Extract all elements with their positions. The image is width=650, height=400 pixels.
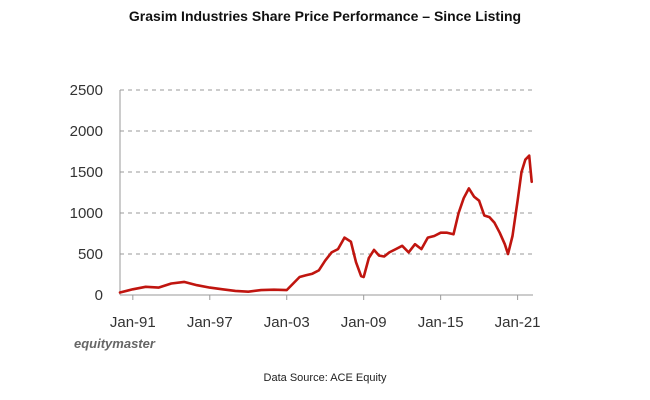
- x-tick-label-Jan-91: Jan-91: [110, 314, 156, 331]
- equitymaster-logo: equitymaster: [74, 336, 155, 351]
- x-tick-label-Jan-15: Jan-15: [418, 314, 464, 331]
- y-tick-label-1000: 1000: [70, 205, 103, 222]
- y-tick-label-2500: 2500: [70, 82, 103, 99]
- x-tick-label-Jan-03: Jan-03: [264, 314, 310, 331]
- y-tick-label-0: 0: [95, 287, 103, 304]
- x-tick-label-Jan-21: Jan-21: [495, 314, 541, 331]
- series-line-0: [118, 154, 534, 294]
- data-source-note: Data Source: ACE Equity: [263, 372, 387, 384]
- y-tick-label-1500: 1500: [70, 164, 103, 181]
- x-tick-label-Jan-97: Jan-97: [187, 314, 233, 331]
- y-tick-label-2000: 2000: [70, 123, 103, 140]
- x-tick-label-Jan-09: Jan-09: [341, 314, 387, 331]
- chart-title: Grasim Industries Share Price Performanc…: [128, 8, 522, 24]
- y-tick-label-500: 500: [78, 246, 103, 263]
